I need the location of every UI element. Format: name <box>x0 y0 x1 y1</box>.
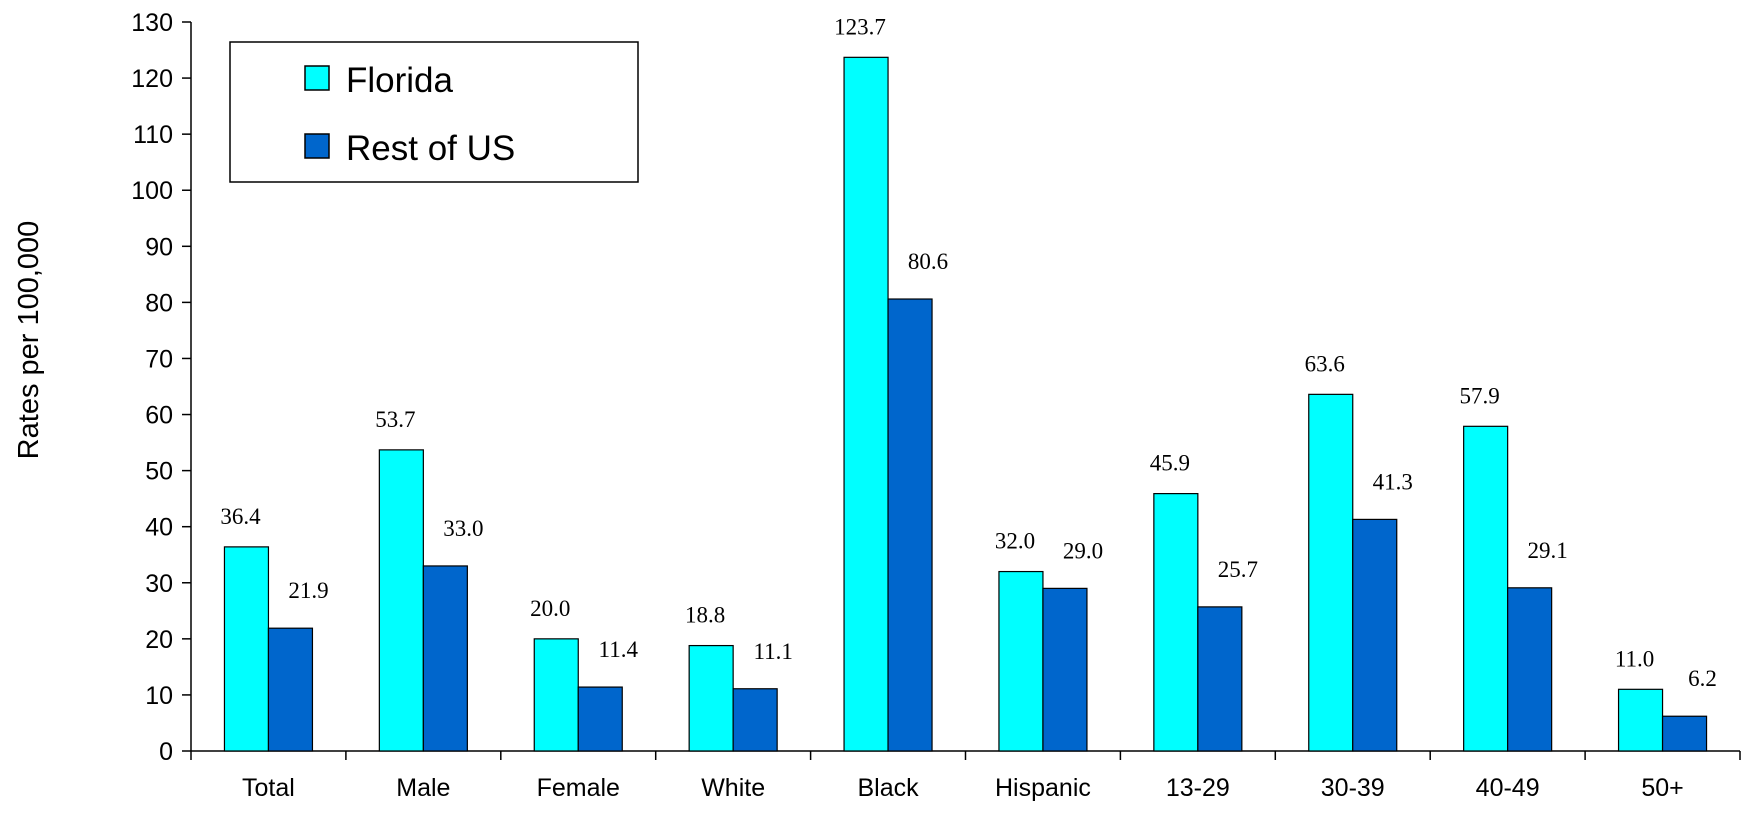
data-label: 11.4 <box>599 637 639 662</box>
data-label: 11.1 <box>753 639 792 664</box>
bar <box>1042 587 1088 752</box>
data-label: 11.0 <box>1615 646 1654 671</box>
bar <box>1153 493 1199 752</box>
x-category-label: White <box>701 774 765 802</box>
y-tick-label: 60 <box>145 402 173 430</box>
bar <box>732 688 778 752</box>
x-category-label: Female <box>537 774 620 802</box>
data-label: 29.0 <box>1063 538 1103 563</box>
bar <box>223 546 270 752</box>
bar <box>1661 715 1708 752</box>
x-category-label: 40-49 <box>1476 774 1540 802</box>
bar <box>843 56 889 752</box>
y-tick-label: 20 <box>145 626 173 654</box>
data-label: 45.9 <box>1150 451 1190 476</box>
data-label: 57.9 <box>1460 383 1500 408</box>
data-label: 123.7 <box>834 14 886 39</box>
bar <box>688 644 734 752</box>
x-category-label: Male <box>396 774 450 802</box>
data-label: 29.1 <box>1528 538 1568 563</box>
x-category-label: Total <box>242 774 295 802</box>
legend: Florida Rest of US <box>229 41 639 183</box>
y-tick-label: 70 <box>145 345 173 373</box>
y-tick-label: 130 <box>131 9 173 37</box>
series-florida <box>223 56 1664 752</box>
y-axis-title: Rates per 100,000 <box>13 221 45 460</box>
bar <box>267 627 314 752</box>
y-tick-label: 10 <box>145 682 173 710</box>
bar <box>887 298 933 752</box>
y-tick-label: 120 <box>131 65 173 93</box>
bar <box>533 638 579 752</box>
data-label: 18.8 <box>685 603 725 628</box>
legend-label-rest-of-us: Rest of US <box>346 129 515 168</box>
x-category-label: 50+ <box>1641 774 1683 802</box>
x-category-label: 30-39 <box>1321 774 1385 802</box>
bar <box>378 449 424 752</box>
data-labels: 36.4 53.7 20.0 18.8 123.7 32.0 45.9 63.6 57.9 11.… <box>220 14 1717 691</box>
bar <box>422 565 468 752</box>
y-tick-label: 80 <box>145 289 173 317</box>
x-category-label: Black <box>857 774 919 802</box>
data-label: 20.0 <box>530 596 570 621</box>
x-axis: Total Male Female White Black Hispanic 13-29 30… <box>190 750 1741 802</box>
legend-label-florida: Florida <box>346 61 454 100</box>
legend-box <box>229 41 639 183</box>
bar <box>1617 688 1664 752</box>
y-tick-label: 30 <box>145 570 173 598</box>
data-label: 32.0 <box>995 529 1035 554</box>
data-label: 36.4 <box>220 504 261 529</box>
bar <box>1308 393 1354 752</box>
bar <box>1463 425 1509 752</box>
y-tick-label: 0 <box>159 738 173 766</box>
data-label: 25.7 <box>1218 557 1258 582</box>
y-tick-label: 50 <box>145 458 173 486</box>
bar <box>1197 606 1243 752</box>
y-tick-label: 110 <box>133 121 173 149</box>
bar <box>998 570 1044 752</box>
bar <box>1352 518 1398 752</box>
series-rest-of-us <box>267 298 1708 752</box>
data-label: 63.6 <box>1305 351 1345 376</box>
data-label: 53.7 <box>375 407 415 432</box>
x-category-label: 13-29 <box>1166 774 1230 802</box>
y-tick-label: 40 <box>145 514 173 542</box>
y-tick-label: 100 <box>131 177 173 205</box>
bar <box>1507 587 1553 752</box>
bars <box>223 56 1708 752</box>
data-label: 80.6 <box>908 249 948 274</box>
x-category-label: Hispanic <box>995 774 1091 802</box>
y-axis: 0 10 20 30 40 50 60 70 80 90 100 110 120 130 <box>131 9 192 766</box>
bar <box>577 686 623 752</box>
data-label: 33.0 <box>443 516 483 541</box>
data-label: 21.9 <box>288 578 328 603</box>
legend-swatch-rest-of-us <box>304 133 330 159</box>
data-label: 41.3 <box>1373 469 1413 494</box>
y-tick-label: 90 <box>145 233 173 261</box>
data-label: 6.2 <box>1688 666 1717 691</box>
legend-swatch-florida <box>304 65 330 91</box>
